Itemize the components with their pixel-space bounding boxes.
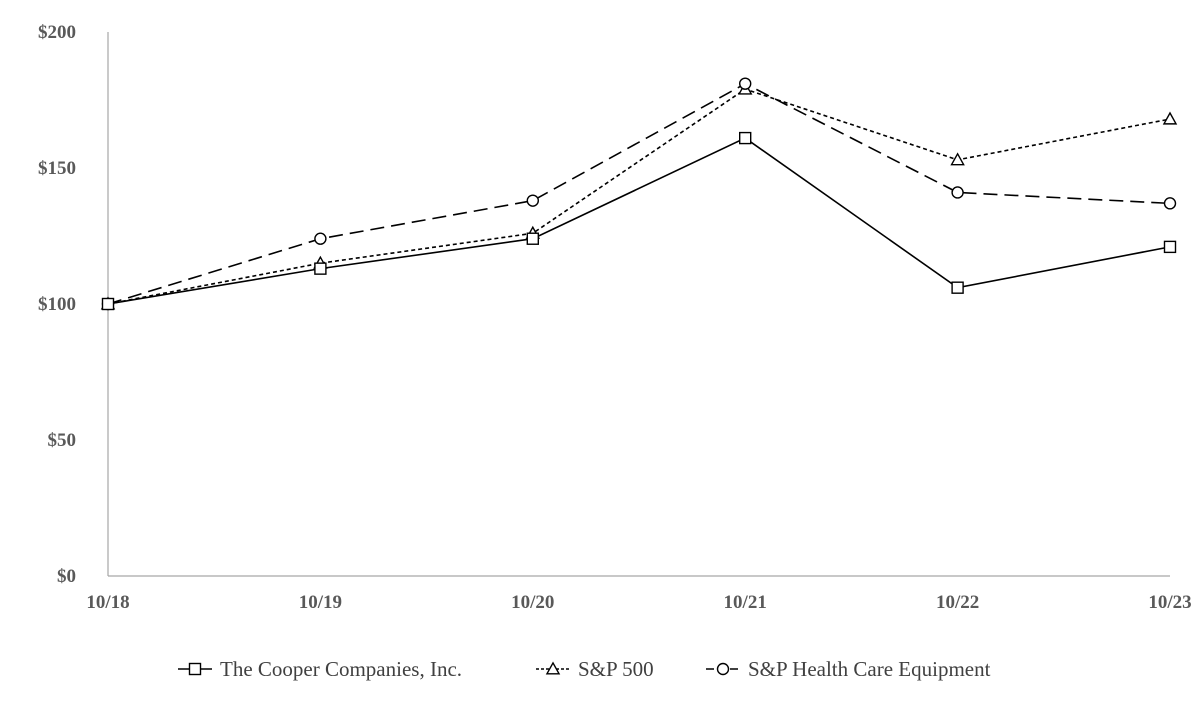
legend-item-s-p-health-care-equipment: S&P Health Care Equipment [706, 657, 991, 681]
data-point-circle [951, 186, 964, 199]
data-point-circle [739, 77, 752, 90]
data-point-circle [314, 232, 327, 245]
y-tick-label: $50 [48, 430, 77, 451]
data-point-square [314, 262, 327, 275]
x-axis-ticks: 10/18 10/19 10/20 10/21 10/22 10/23 [86, 592, 1191, 613]
legend-marker-circle [716, 662, 730, 676]
data-point-triangle [1162, 111, 1178, 125]
data-point-square [739, 131, 752, 145]
chart-series [100, 77, 1178, 311]
x-tick-label: 10/22 [936, 592, 979, 613]
data-point-triangle [950, 152, 965, 166]
y-tick-label: $100 [38, 294, 76, 315]
data-point-square [951, 281, 964, 294]
data-point-square [526, 232, 539, 245]
chart-legend: The Cooper Companies, Inc. S&P 500 S&P Hea… [178, 657, 991, 681]
legend-label: The Cooper Companies, Inc. [220, 657, 462, 681]
legend-marker-triangle [545, 661, 561, 675]
legend-marker-square [188, 662, 202, 676]
data-point-square [1163, 240, 1177, 254]
data-point-square [101, 297, 115, 311]
x-tick-label: 10/20 [511, 592, 554, 613]
x-tick-label: 10/19 [299, 592, 342, 613]
y-tick-label: $0 [57, 566, 76, 587]
x-tick-label: 10/21 [724, 592, 767, 613]
x-tick-label: 10/23 [1148, 592, 1191, 613]
series-line [107, 137, 1171, 305]
series-the-cooper-companies-inc [101, 131, 1177, 311]
legend-item-s-p-500: S&P 500 [536, 657, 654, 681]
legend-label: S&P Health Care Equipment [748, 657, 991, 681]
y-tick-label: $150 [38, 158, 76, 179]
series-line [107, 82, 1171, 305]
legend-label: S&P 500 [578, 657, 654, 681]
data-point-circle [526, 194, 539, 207]
chart-axes [107, 32, 1170, 577]
legend-item-the-cooper-companies-inc: The Cooper Companies, Inc. [178, 657, 462, 681]
series-s-p-health-care-equipment [101, 77, 1177, 311]
y-tick-label: $200 [38, 22, 76, 43]
series-line [107, 88, 1171, 305]
y-axis-ticks: $0 $50 $100 $150 $200 [38, 22, 76, 587]
data-point-circle [1163, 197, 1177, 210]
x-tick-label: 10/18 [86, 592, 129, 613]
